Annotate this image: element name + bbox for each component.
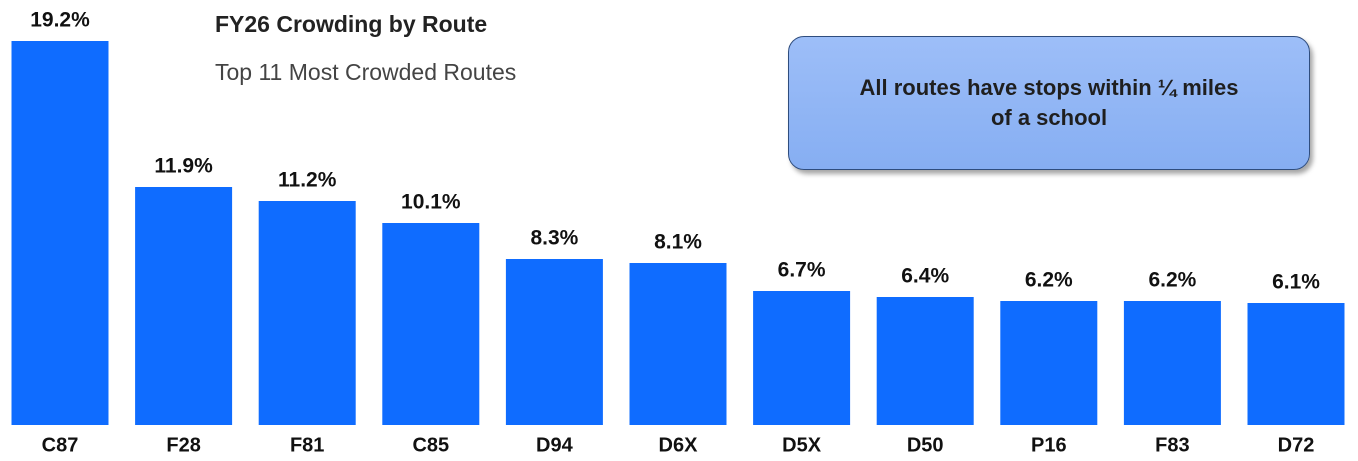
value-label: 19.2% [30, 9, 90, 32]
x-tick-label: D5X [782, 434, 822, 456]
x-tick-label: P16 [1031, 434, 1067, 456]
value-label: 11.9% [154, 155, 213, 178]
value-label: 11.2% [278, 169, 337, 192]
x-tick-label: F83 [1155, 434, 1189, 456]
value-label: 6.2% [1148, 269, 1196, 292]
bar [11, 41, 109, 425]
x-tick-label: D50 [907, 434, 944, 456]
bar [753, 291, 851, 425]
x-tick-label: F81 [290, 434, 324, 456]
bar [876, 297, 974, 425]
value-label: 6.7% [778, 259, 826, 282]
x-tick-label: D72 [1278, 434, 1315, 456]
bar [505, 259, 603, 425]
x-tick-label: F28 [166, 434, 200, 456]
value-label: 6.1% [1272, 271, 1320, 294]
bar [629, 263, 727, 425]
annotation: All routes have stops within ¼ miles of … [788, 36, 1310, 170]
bar [1247, 303, 1345, 425]
chart-subtitle: Top 11 Most Crowded Routes [215, 59, 516, 85]
x-tick-label: C87 [42, 434, 79, 456]
bar [135, 187, 233, 425]
value-label: 8.3% [530, 227, 578, 250]
bar [258, 201, 356, 425]
x-tick-label: D94 [536, 434, 574, 456]
value-label: 6.2% [1025, 269, 1073, 292]
bar [382, 223, 480, 425]
value-label: 8.1% [654, 231, 702, 254]
x-tick-label: D6X [659, 434, 699, 456]
x-tick-label: C85 [412, 434, 449, 456]
chart-title: FY26 Crowding by Route [215, 11, 487, 37]
value-label: 10.1% [401, 191, 461, 214]
bar [1123, 301, 1221, 425]
value-label: 6.4% [901, 265, 949, 288]
bar [1000, 301, 1098, 425]
